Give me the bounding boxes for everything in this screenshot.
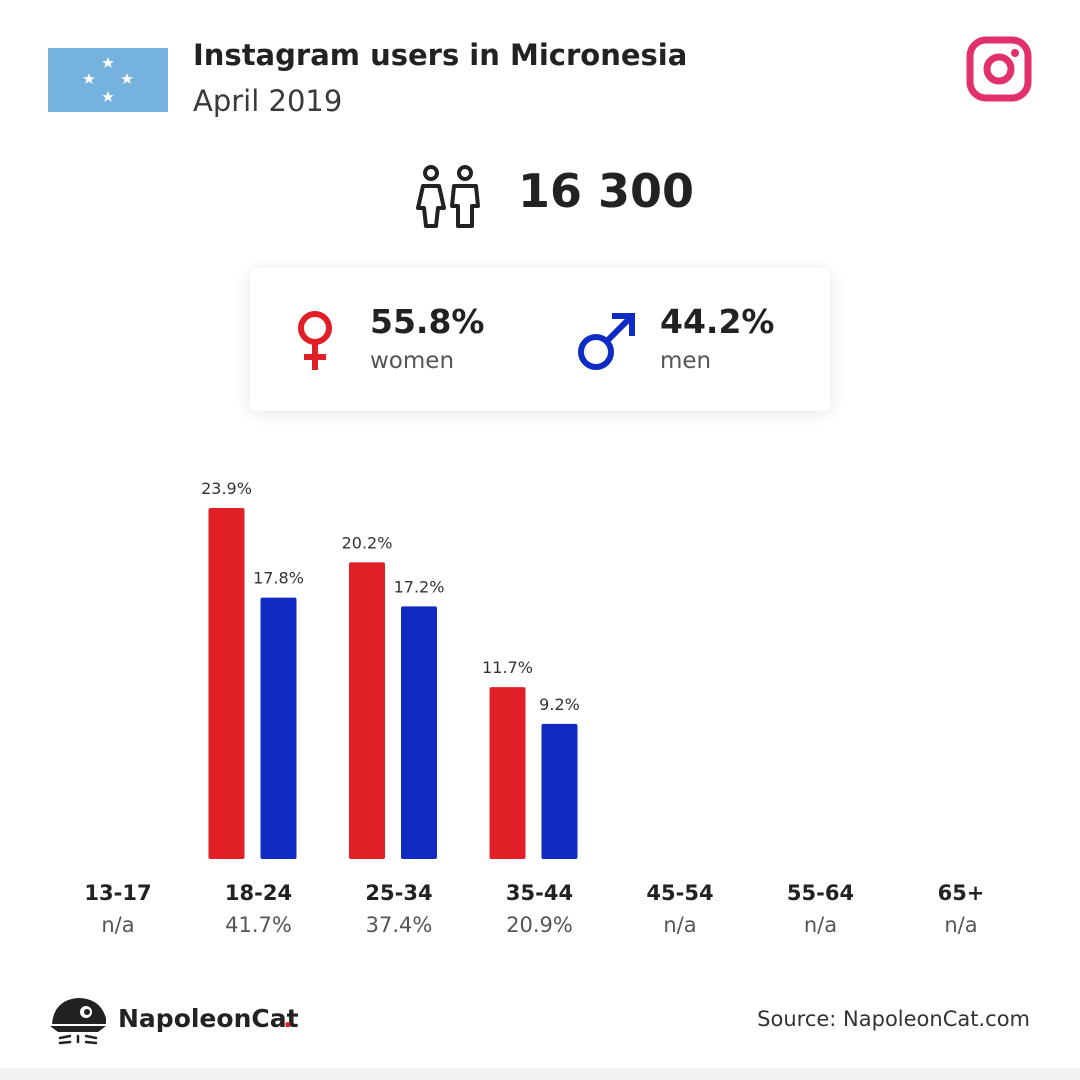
page-subtitle: April 2019	[193, 84, 343, 118]
category-total-13-17: n/a	[101, 913, 134, 937]
gender-card	[250, 268, 830, 411]
page-title: Instagram users in Micronesia	[193, 38, 688, 72]
data-label-men-18-24: 17.8%	[253, 569, 304, 588]
bar-men-35-44	[541, 723, 578, 859]
total-users-value: 16 300	[518, 164, 695, 218]
category-label-18-24: 18-24	[225, 881, 292, 905]
category-total-18-24: 41.7%	[225, 913, 292, 937]
women-label: women	[370, 348, 455, 374]
category-label-45-54: 45-54	[646, 881, 713, 905]
category-label-65+: 65+	[938, 881, 985, 905]
category-label-25-34: 25-34	[365, 881, 432, 905]
brand-dot: .	[283, 1004, 293, 1033]
micronesia-flag	[48, 48, 168, 112]
men-percentage: 44.2%	[660, 302, 775, 341]
category-total-55-64: n/a	[804, 913, 837, 937]
category-label-35-44: 35-44	[506, 881, 573, 905]
male-symbol-icon	[578, 313, 635, 370]
brand-name: NapoleonCat	[118, 1004, 299, 1033]
data-label-women-25-34: 20.2%	[342, 533, 393, 552]
category-total-25-34: 37.4%	[366, 913, 433, 937]
data-label-men-35-44: 9.2%	[539, 695, 580, 714]
female-symbol-icon	[298, 311, 332, 370]
data-label-men-25-34: 17.2%	[394, 577, 445, 596]
bar-women-35-44	[489, 687, 526, 859]
category-total-45-54: n/a	[663, 913, 696, 937]
category-label-13-17: 13-17	[84, 881, 151, 905]
category-label-55-64: 55-64	[787, 881, 854, 905]
category-total-35-44: 20.9%	[506, 913, 573, 937]
women-percentage: 55.8%	[370, 302, 485, 341]
category-total-65+: n/a	[944, 913, 977, 937]
bottom-strip	[0, 1068, 1080, 1080]
source-text: Source: NapoleonCat.com	[757, 1007, 1030, 1031]
instagram-logo	[966, 36, 1032, 102]
bar-men-25-34	[401, 606, 437, 859]
data-label-women-18-24: 23.9%	[201, 479, 252, 498]
bar-women-25-34	[349, 562, 385, 859]
users-icon	[416, 165, 480, 228]
napoleoncat-logo	[50, 998, 106, 1045]
men-label: men	[660, 348, 712, 374]
bar-men-18-24	[260, 597, 297, 859]
bar-women-18-24	[208, 508, 245, 859]
data-label-women-35-44: 11.7%	[482, 658, 533, 677]
